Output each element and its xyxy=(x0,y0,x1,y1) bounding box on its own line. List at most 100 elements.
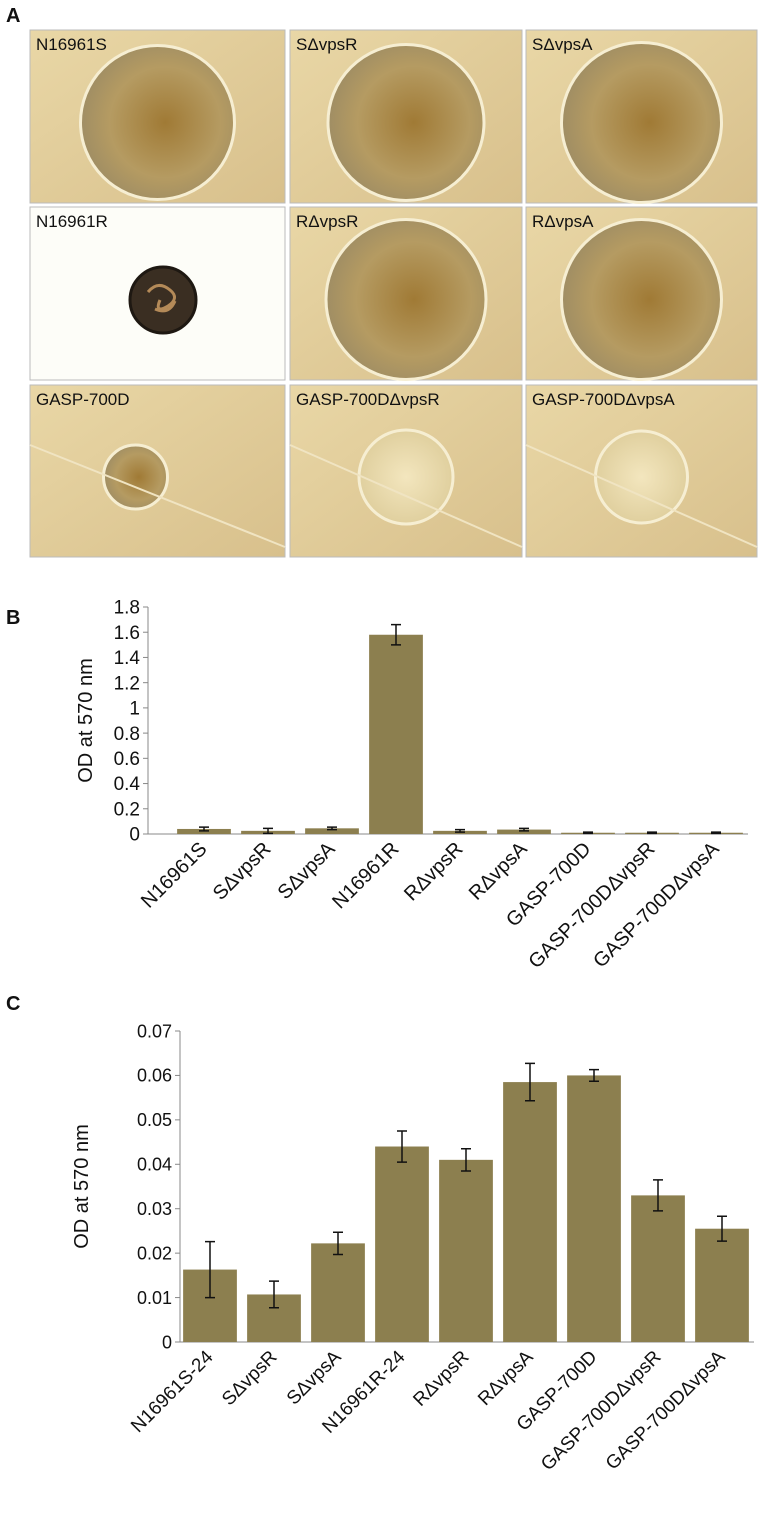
y-tick-label: 0.2 xyxy=(114,799,140,820)
error-bar xyxy=(525,1062,535,1102)
error-bar xyxy=(589,1068,599,1082)
error-bar xyxy=(269,1280,279,1309)
error-bar xyxy=(327,826,337,831)
bar xyxy=(695,1228,749,1342)
x-tick-label: RΔvpsR xyxy=(400,838,467,905)
photo-label: SΔvpsR xyxy=(296,35,357,54)
error-bar xyxy=(653,1179,663,1212)
panel-label: A xyxy=(6,5,20,27)
photo: GASP-700DΔvpsA xyxy=(525,384,758,558)
photo-label: N16961R xyxy=(36,212,108,231)
y-axis-title: OD at 570 nm xyxy=(71,1124,93,1249)
colony xyxy=(79,44,236,201)
scratch xyxy=(289,444,523,548)
x-tick-label: N16961S-24 xyxy=(127,1346,218,1437)
panel-label: C xyxy=(6,993,20,1015)
error-bar xyxy=(391,623,401,646)
colony xyxy=(560,41,723,204)
photo-label: N16961S xyxy=(36,35,107,54)
y-tick-label: 1.4 xyxy=(114,648,141,669)
y-tick-label: 1.8 xyxy=(114,598,140,619)
photo-label: GASP-700DΔvpsR xyxy=(296,390,440,409)
chart-b: OD at 570 nm 0 0.2 0.4 0.6 0.8 1 1.2 1.4 1.6 1.8 N1… xyxy=(75,598,748,973)
colony xyxy=(594,429,689,525)
x-tick-label: RΔvpsA xyxy=(465,838,532,905)
bar xyxy=(311,1243,365,1342)
error-bar xyxy=(583,831,593,835)
y-axis-title: OD at 570 nm xyxy=(75,658,97,783)
photo-label: RΔvpsR xyxy=(296,212,358,231)
y-tick-label: 0.03 xyxy=(137,1199,172,1219)
error-bar xyxy=(711,831,721,835)
photo: N16961R xyxy=(29,206,286,381)
y-tick-label: 0.05 xyxy=(137,1110,172,1130)
x-tick-label: RΔvpsR xyxy=(409,1347,473,1411)
y-tick-label: 0.4 xyxy=(114,774,141,795)
error-bar xyxy=(519,827,529,832)
photo-label: SΔvpsA xyxy=(532,35,593,54)
chart-c: OD at 570 nm 0 0.01 0.02 0.03 0.04 0.05 0.06 0.0… xyxy=(71,1021,754,1475)
photo-label: GASP-700DΔvpsA xyxy=(532,390,675,409)
x-tick-label: GASP-700DΔvpsA xyxy=(589,838,724,973)
x-tick-label: SΔvpsA xyxy=(283,1346,346,1409)
photo: SΔvpsA xyxy=(525,29,758,204)
photo: N16961S xyxy=(29,29,286,204)
x-tick-label: GASP-700DΔvpsA xyxy=(602,1346,730,1474)
photo-grid: N16961S SΔvpsR SΔvpsA N16961R RΔvpsR RΔvpsA GA… xyxy=(29,29,758,558)
x-tick-label: RΔvpsA xyxy=(474,1346,538,1410)
panel-label: B xyxy=(6,607,20,629)
bar xyxy=(567,1075,621,1342)
photo: GASP-700D xyxy=(29,384,286,558)
y-tick-label: 0 xyxy=(129,825,140,846)
colony xyxy=(128,265,198,335)
error-bar xyxy=(455,828,465,833)
bar xyxy=(497,829,551,834)
bar xyxy=(305,828,359,834)
y-tick-label: 0.01 xyxy=(137,1288,172,1308)
y-tick-label: 0.6 xyxy=(114,749,140,770)
scratch xyxy=(29,444,286,548)
bar xyxy=(369,634,423,834)
error-bar xyxy=(205,1240,215,1299)
x-tick-label: GASP-700DΔvpsR xyxy=(537,1347,665,1475)
error-bar xyxy=(647,831,657,835)
colony xyxy=(357,428,455,526)
colony-wrinkle xyxy=(146,284,177,313)
error-bar xyxy=(199,826,209,832)
bar xyxy=(375,1146,429,1342)
y-tick-label: 1.2 xyxy=(114,673,140,694)
bar xyxy=(439,1159,493,1342)
y-tick-label: 1.6 xyxy=(114,623,140,644)
colony xyxy=(102,443,169,511)
error-bar xyxy=(717,1215,727,1242)
photo: RΔvpsA xyxy=(525,206,758,381)
error-bar xyxy=(263,827,273,835)
x-tick-label: SΔvpsR xyxy=(209,838,276,905)
x-tick-label: SΔvpsA xyxy=(274,838,340,904)
scratch xyxy=(525,444,758,548)
photo-label: GASP-700D xyxy=(36,390,130,409)
y-tick-label: 0.04 xyxy=(137,1155,172,1175)
y-tick-label: 0.07 xyxy=(137,1021,172,1041)
photo: SΔvpsR xyxy=(289,29,523,204)
y-tick-label: 1 xyxy=(129,699,140,720)
y-tick-label: 0 xyxy=(162,1332,172,1352)
y-tick-label: 0.06 xyxy=(137,1066,172,1086)
photo: RΔvpsR xyxy=(289,206,523,381)
x-tick-label: N16961R xyxy=(328,838,403,913)
photo-label: RΔvpsA xyxy=(532,212,594,231)
bar xyxy=(503,1082,557,1342)
colony xyxy=(326,43,486,202)
x-tick-label: N16961S xyxy=(137,838,212,913)
y-tick-label: 0.02 xyxy=(137,1243,172,1263)
colony xyxy=(324,218,488,381)
photo: GASP-700DΔvpsR xyxy=(289,384,523,558)
colony xyxy=(560,218,723,381)
error-bar xyxy=(397,1130,407,1163)
bar xyxy=(631,1195,685,1342)
error-bar xyxy=(333,1231,343,1256)
x-tick-label: SΔvpsR xyxy=(218,1347,281,1410)
y-tick-label: 0.8 xyxy=(114,724,140,745)
error-bar xyxy=(461,1147,471,1172)
